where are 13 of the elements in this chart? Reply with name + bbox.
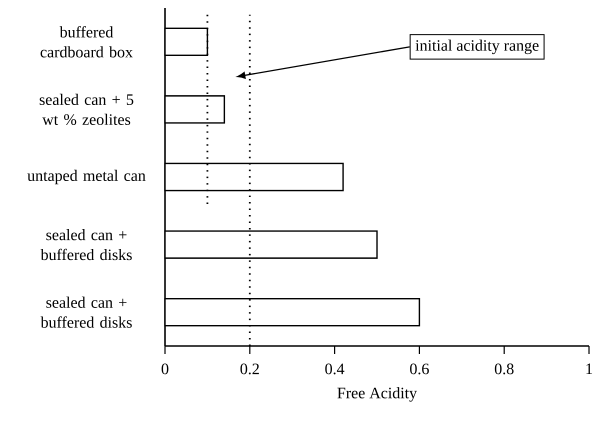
y-tick-label: buffered cardboard box	[40, 26, 133, 58]
x-tick-label: 0.2	[240, 364, 259, 374]
annotation: initial acidity range	[415, 40, 539, 54]
x-tick-label: 0	[162, 364, 168, 374]
x-axis-title: Free Acidity	[337, 387, 418, 402]
x-tick-label: 0.8	[494, 364, 514, 374]
y-tick-label: sealed can + buffered disks	[40, 296, 132, 328]
x-tick-label: 0.6	[410, 364, 429, 374]
y-tick-label: sealed can + 5 wt % zeolites	[40, 94, 134, 125]
x-tick-label: 1	[586, 364, 592, 374]
x-tick-label: 0.4	[325, 364, 344, 374]
y-tick-label: sealed can + buffered disks	[40, 229, 132, 260]
y-tick-label: untaped metal can	[27, 170, 146, 184]
